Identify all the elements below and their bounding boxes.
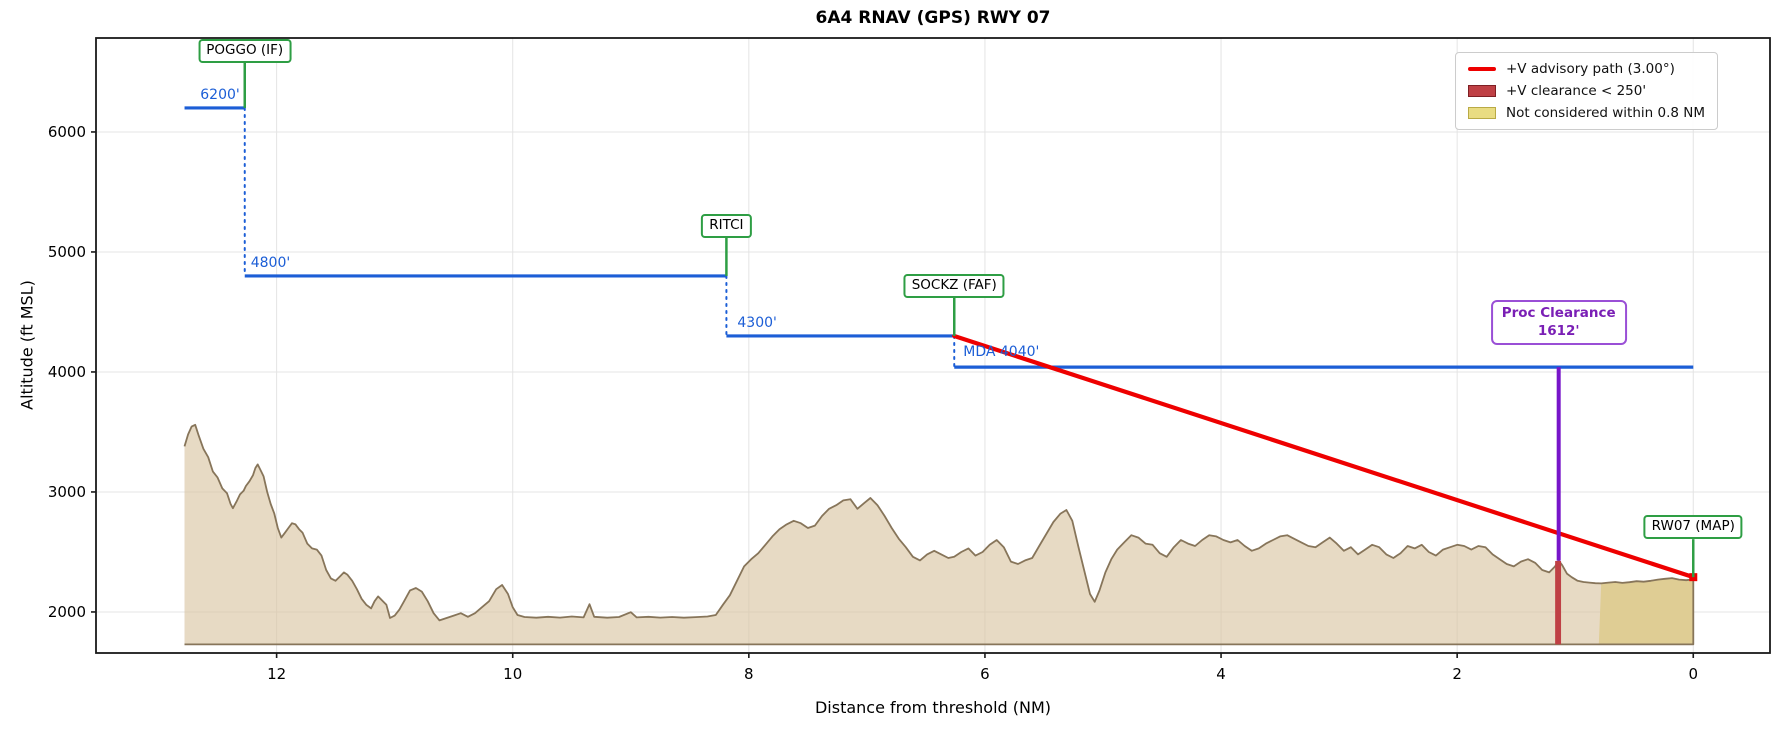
advisory-path (952, 333, 1696, 580)
terrain-area (184, 424, 1694, 645)
plot-border (95, 37, 1771, 654)
clearance-band (1555, 560, 1562, 645)
terrain-edge (183, 423, 1695, 646)
